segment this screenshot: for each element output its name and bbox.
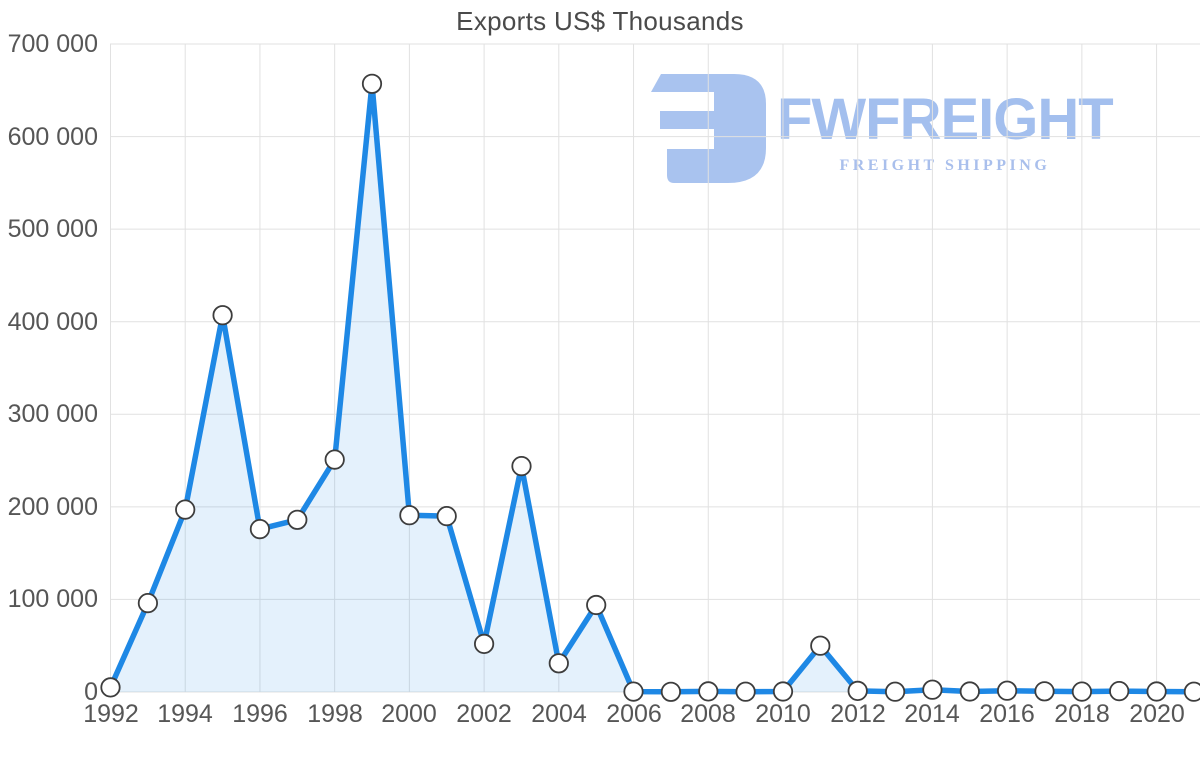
y-axis-tick-label: 300 000 (7, 400, 98, 428)
data-point-marker (698, 681, 719, 702)
data-point-marker (212, 305, 233, 326)
data-point-marker (996, 680, 1018, 701)
data-point-marker (884, 681, 906, 702)
data-point-marker (586, 594, 607, 616)
data-point-marker (100, 677, 121, 698)
x-axis-tick-label: 2002 (456, 700, 512, 728)
x-axis-tick-label: 2008 (680, 700, 736, 728)
x-axis-tick-label: 2016 (979, 700, 1035, 728)
data-point-marker (473, 633, 495, 655)
data-point-marker (1034, 681, 1055, 702)
watermark-tagline-text: FREIGHT SHIPPING (839, 157, 1051, 174)
data-point-marker (436, 505, 457, 527)
data-point-marker (1071, 681, 1093, 702)
data-point-marker (660, 681, 682, 702)
x-axis-tick-label: 2000 (381, 700, 437, 728)
chart-title: Exports US$ Thousands (456, 6, 744, 36)
data-point-marker (361, 73, 383, 94)
x-axis-tick-label: 2020 (1129, 700, 1185, 728)
x-axis-tick-label: 2018 (1054, 700, 1110, 728)
area-fill (110, 83, 1194, 693)
y-axis-tick-label: 400 000 (7, 308, 98, 336)
fwfreight-logo-icon (651, 74, 766, 183)
x-axis-tick-label: 1996 (232, 700, 288, 728)
y-axis-tick-label: 600 000 (7, 123, 98, 151)
data-point-marker (1183, 681, 1200, 702)
data-point-marker (623, 681, 644, 702)
data-point-marker (249, 518, 270, 540)
data-point-marker (959, 681, 980, 702)
x-axis-tick-label: 1994 (157, 700, 213, 728)
x-axis-tick-label: 2014 (904, 700, 960, 728)
y-axis-tick-label: 500 000 (7, 215, 98, 243)
data-point-marker (847, 680, 868, 702)
y-axis-tick-label: 200 000 (7, 493, 98, 521)
data-point-marker (1146, 681, 1167, 702)
watermark-logo: FWFREIGHT FREIGHT SHIPPING (648, 72, 1114, 185)
x-axis-tick-label: 2004 (531, 700, 587, 728)
data-point-marker (548, 653, 569, 674)
watermark-text-block: FWFREIGHT FREIGHT SHIPPING (777, 87, 1114, 175)
data-point-marker (287, 509, 308, 530)
data-point-marker (922, 679, 943, 700)
data-point-marker (137, 592, 158, 614)
data-point-marker (399, 505, 420, 526)
data-point-marker (735, 681, 756, 702)
data-point-marker (511, 455, 532, 477)
x-axis-tick-label: 2012 (830, 700, 886, 728)
x-axis-tick-label: 1992 (83, 700, 139, 728)
y-axis-tick-label: 0 (84, 678, 98, 706)
data-point-marker (1109, 680, 1130, 702)
watermark-brand-text: FWFREIGHT (777, 87, 1114, 152)
data-point-marker (810, 635, 831, 656)
x-axis-tick-label: 1998 (307, 700, 363, 728)
y-axis-tick-label: 700 000 (7, 30, 98, 58)
x-axis-tick-label: 2010 (755, 700, 811, 728)
x-axis-tick-label: 2006 (606, 700, 662, 728)
data-point-marker (324, 449, 345, 470)
data-point-marker (772, 681, 794, 702)
y-axis-tick-label: 100 000 (7, 585, 98, 613)
data-point-marker (175, 499, 196, 520)
